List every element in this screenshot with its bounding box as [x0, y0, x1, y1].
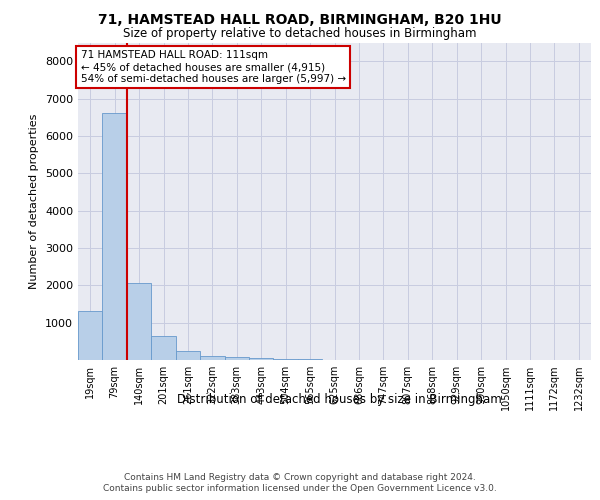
Text: Distribution of detached houses by size in Birmingham: Distribution of detached houses by size … — [176, 392, 502, 406]
Bar — [274, 359, 298, 360]
Bar — [78, 312, 103, 360]
Y-axis label: Number of detached properties: Number of detached properties — [29, 114, 40, 289]
Bar — [176, 350, 200, 360]
Bar — [127, 284, 151, 360]
Text: Contains public sector information licensed under the Open Government Licence v3: Contains public sector information licen… — [103, 484, 497, 493]
Bar — [249, 358, 274, 360]
Text: 71, HAMSTEAD HALL ROAD, BIRMINGHAM, B20 1HU: 71, HAMSTEAD HALL ROAD, BIRMINGHAM, B20 … — [98, 12, 502, 26]
Text: 71 HAMSTEAD HALL ROAD: 111sqm
← 45% of detached houses are smaller (4,915)
54% o: 71 HAMSTEAD HALL ROAD: 111sqm ← 45% of d… — [80, 50, 346, 84]
Bar — [224, 357, 249, 360]
Bar — [103, 114, 127, 360]
Bar — [200, 356, 224, 360]
Text: Contains HM Land Registry data © Crown copyright and database right 2024.: Contains HM Land Registry data © Crown c… — [124, 472, 476, 482]
Bar — [151, 336, 176, 360]
Text: Size of property relative to detached houses in Birmingham: Size of property relative to detached ho… — [123, 28, 477, 40]
